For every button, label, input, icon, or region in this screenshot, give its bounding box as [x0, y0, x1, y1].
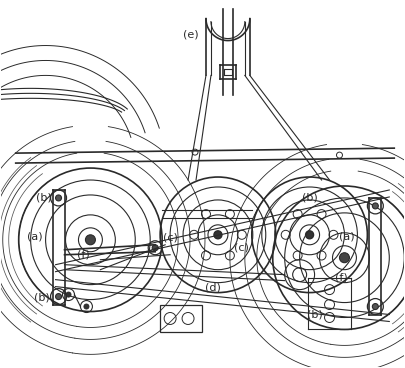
Circle shape	[85, 235, 96, 245]
Text: (f): (f)	[335, 273, 348, 283]
Circle shape	[372, 304, 378, 309]
Text: (a): (a)	[339, 232, 354, 242]
Circle shape	[84, 304, 89, 309]
Text: (b): (b)	[34, 293, 49, 302]
Text: (a): (a)	[27, 232, 43, 242]
Text: (d): (d)	[205, 283, 221, 293]
Circle shape	[339, 253, 350, 263]
Text: (b): (b)	[36, 193, 51, 203]
Circle shape	[214, 231, 222, 239]
Circle shape	[152, 245, 158, 251]
Text: (b): (b)	[302, 193, 318, 203]
Circle shape	[66, 292, 71, 297]
Circle shape	[372, 203, 378, 209]
Circle shape	[55, 195, 62, 201]
Text: (e): (e)	[183, 29, 199, 40]
Circle shape	[306, 231, 313, 239]
Text: (c): (c)	[163, 233, 177, 243]
Bar	[160, 305, 202, 332]
Text: (c): (c)	[234, 243, 249, 253]
Circle shape	[55, 294, 62, 300]
Text: (f): (f)	[77, 250, 90, 260]
Text: (b): (b)	[307, 309, 322, 319]
